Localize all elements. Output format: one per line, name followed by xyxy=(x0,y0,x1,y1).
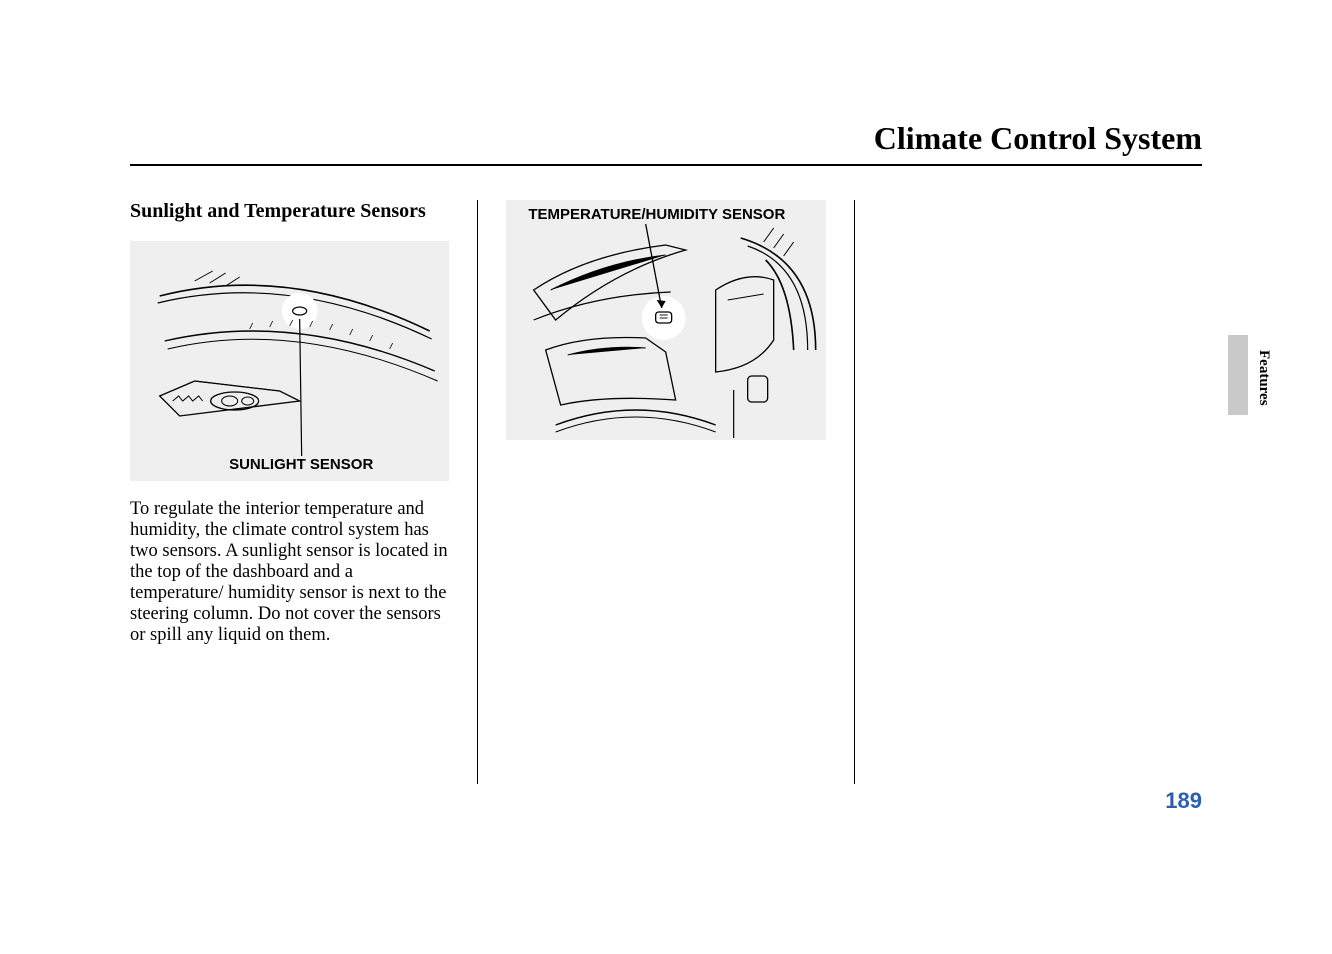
side-tab xyxy=(1228,335,1248,415)
page-number: 189 xyxy=(1165,788,1202,814)
page: Climate Control System Features Sunlight… xyxy=(0,0,1332,954)
column-1: Sunlight and Temperature Sensors xyxy=(130,200,477,784)
column-3 xyxy=(854,200,1202,784)
figure-label-sunlight: SUNLIGHT SENSOR xyxy=(229,456,373,473)
body-paragraph: To regulate the interior temperature and… xyxy=(130,499,449,647)
figure-label-temp-humidity: TEMPERATURE/HUMIDITY SENSOR xyxy=(528,206,785,223)
columns: Sunlight and Temperature Sensors xyxy=(130,200,1202,784)
figure-temp-humidity-sensor: TEMPERATURE/HUMIDITY SENSOR xyxy=(506,200,825,440)
dashboard-illustration xyxy=(130,241,449,481)
steering-column-illustration xyxy=(506,200,825,440)
figure-sunlight-sensor: SUNLIGHT SENSOR xyxy=(130,241,449,481)
header-rule xyxy=(130,164,1202,166)
subheading-sensors: Sunlight and Temperature Sensors xyxy=(130,200,449,223)
column-2: TEMPERATURE/HUMIDITY SENSOR xyxy=(477,200,853,784)
side-tab-label: Features xyxy=(1255,350,1272,406)
page-title: Climate Control System xyxy=(874,120,1202,157)
